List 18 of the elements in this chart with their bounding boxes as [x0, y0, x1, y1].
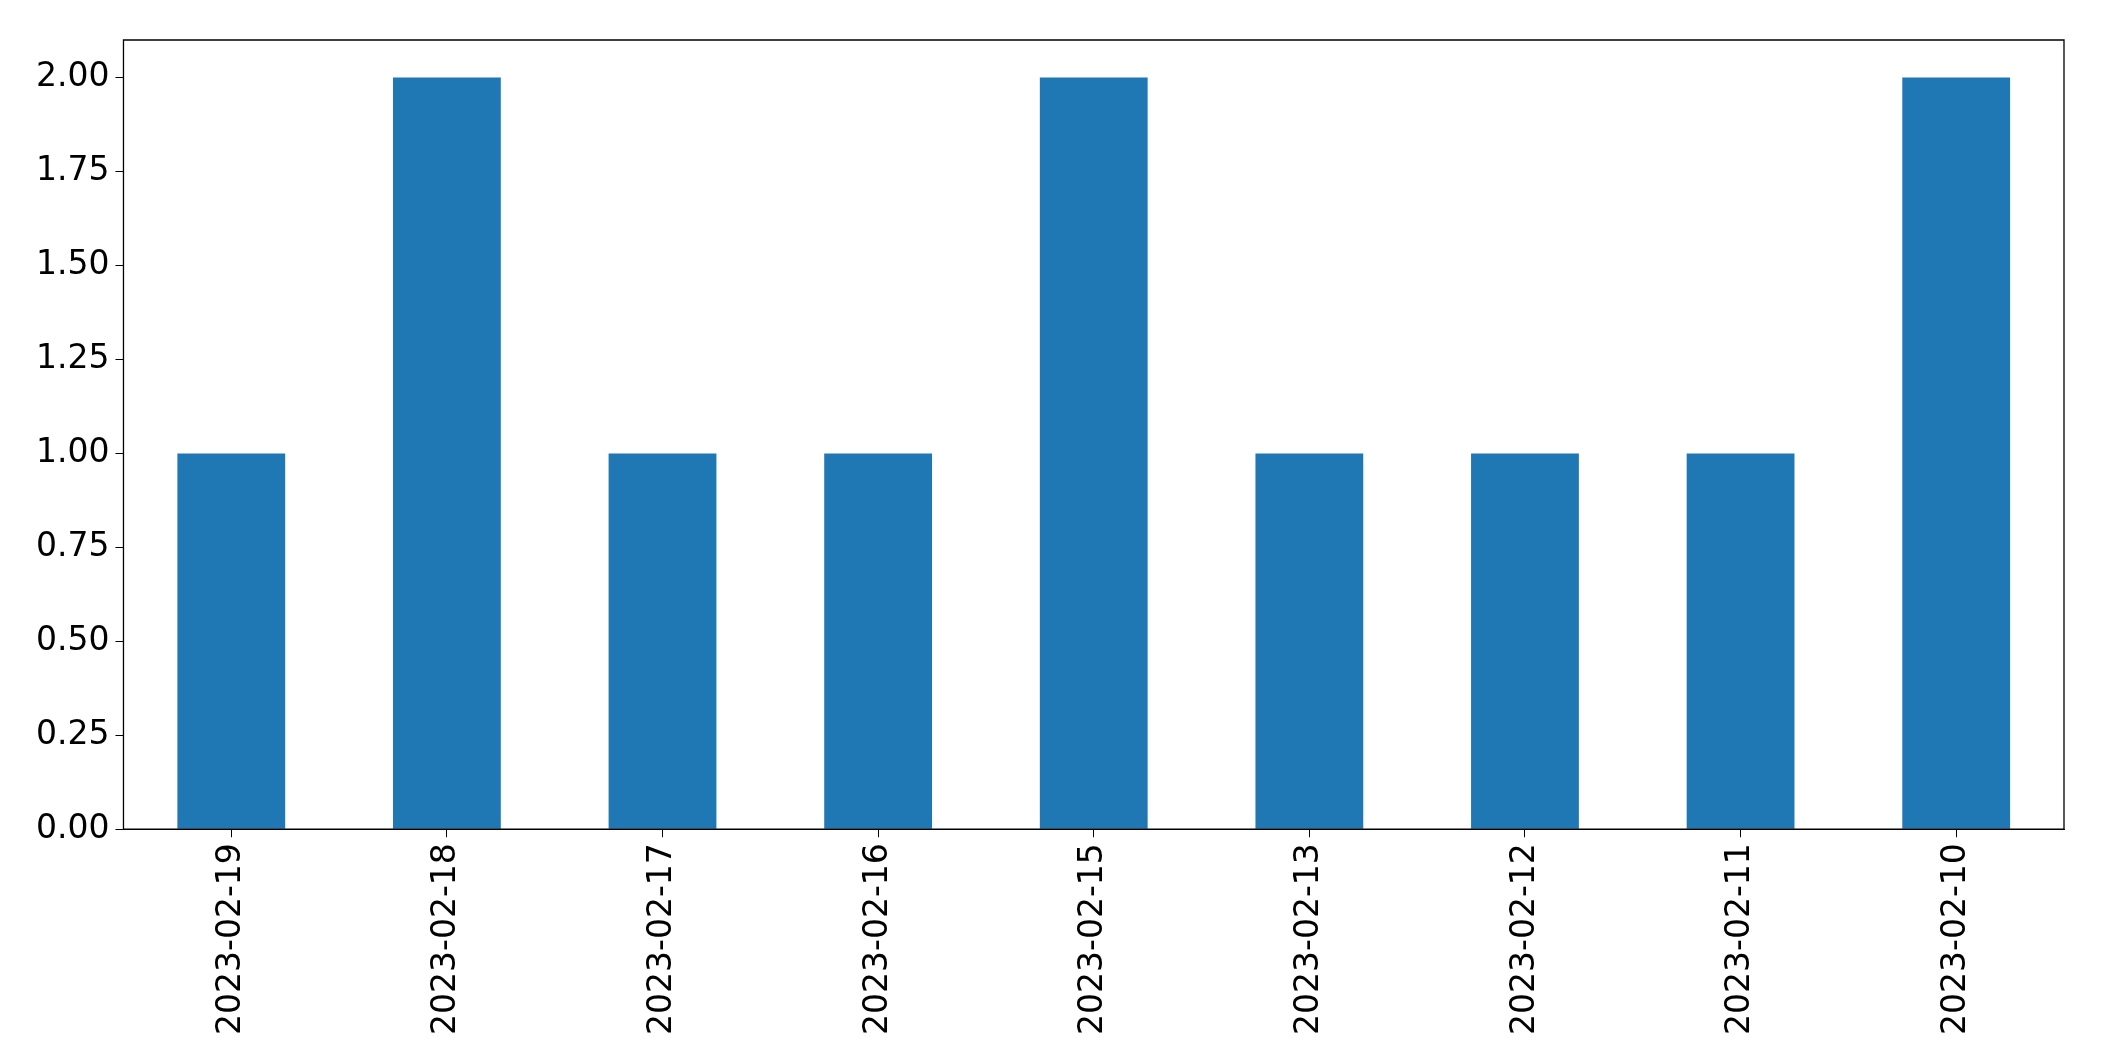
y-tick-label: 0.50 [35, 618, 110, 658]
x-tick-label: 2023-02-13 [1286, 843, 1326, 1035]
y-tick-label: 2.00 [35, 55, 110, 95]
x-tick-label: 2023-02-11 [1718, 843, 1758, 1035]
x-tick-label: 2023-02-17 [640, 843, 680, 1035]
y-tick-label: 0.75 [35, 524, 110, 564]
x-tick-label: 2023-02-19 [208, 843, 248, 1035]
y-tick-label: 1.75 [35, 149, 110, 189]
x-tick-label: 2023-02-15 [1071, 843, 1111, 1035]
x-tick-label: 2023-02-18 [424, 843, 464, 1035]
y-tick-label: 1.25 [35, 337, 110, 377]
y-tick-label: 1.00 [35, 430, 110, 470]
x-tick-label: 2023-02-10 [1933, 843, 1973, 1035]
y-tick-label: 0.00 [35, 806, 110, 846]
x-tick-label: 2023-02-16 [855, 843, 895, 1035]
y-tick-label: 1.50 [35, 243, 110, 283]
x-tick-label: 2023-02-12 [1502, 843, 1542, 1035]
y-tick-label: 0.25 [35, 712, 110, 752]
